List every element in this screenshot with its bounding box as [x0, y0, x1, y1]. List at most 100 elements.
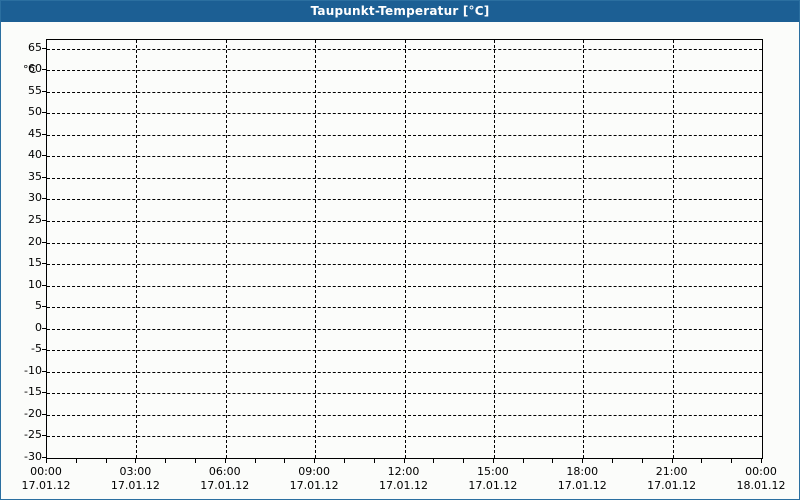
x-axis-tick-date: 17.01.12: [557, 479, 607, 492]
y-axis-tick: [42, 155, 46, 157]
x-axis-tick: [492, 458, 494, 463]
x-axis-tick: [314, 458, 316, 463]
x-axis-tick-date: 17.01.12: [379, 479, 428, 492]
x-axis-tick: [224, 458, 226, 463]
x-axis-tick: [463, 458, 465, 463]
x-axis-tick: [135, 458, 137, 463]
x-axis-tick-label: 18:00 17.01.12: [537, 465, 627, 493]
x-axis-tick-date: 18.01.12: [736, 479, 786, 492]
y-axis-tick: [42, 112, 46, 114]
x-axis-tick: [403, 458, 405, 463]
y-axis-tick: [42, 392, 46, 394]
x-axis-tick: [284, 458, 286, 463]
y-axis-tick: [42, 176, 46, 178]
x-axis-tick: [612, 458, 614, 463]
x-axis-tick: [194, 458, 196, 463]
y-axis-tick: [42, 349, 46, 351]
x-axis-tick: [433, 458, 435, 463]
x-axis-tick-time: 21:00: [655, 465, 688, 478]
x-axis-tick: [75, 458, 77, 463]
y-axis-tick: [42, 457, 46, 458]
y-axis-tick: [42, 263, 46, 265]
x-axis-tick-label: 03:00 17.01.12: [90, 465, 180, 493]
y-axis-tick-label: 25: [28, 212, 42, 226]
y-axis-tick-label: 65: [28, 40, 42, 54]
x-axis-tick-label: 09:00 17.01.12: [269, 465, 359, 493]
y-axis-tick-label: 60: [28, 62, 42, 76]
x-axis-tick: [254, 458, 256, 463]
y-axis-tick: [42, 306, 46, 308]
y-axis-tick: [42, 413, 46, 415]
x-axis-tick: [165, 458, 167, 463]
y-axis-tick-label: -30: [24, 450, 42, 463]
x-axis-tick: [46, 458, 47, 463]
y-axis-tick-label: 0: [35, 320, 42, 334]
y-axis-tick-label: 10: [28, 277, 42, 291]
y-axis-tick: [42, 198, 46, 200]
x-axis-tick-date: 17.01.12: [110, 479, 160, 492]
x-axis-tick-date: 17.01.12: [200, 479, 250, 492]
y-axis-tick-label: -10: [24, 363, 42, 377]
y-axis-unit-label: °C: [23, 63, 37, 76]
x-axis-tick: [582, 458, 584, 463]
x-axis-tick: [731, 458, 733, 463]
y-axis-tick-label: 20: [28, 234, 42, 248]
y-axis-tick: [42, 69, 46, 71]
y-axis-tick: [42, 284, 46, 286]
y-axis-tick: [42, 133, 46, 135]
plot-area: [46, 39, 763, 459]
x-axis-tick-time: 12:00: [387, 465, 420, 478]
x-axis-tick-time: 09:00: [298, 465, 330, 478]
data-series-line: [47, 40, 762, 458]
x-axis-tick: [373, 458, 375, 463]
x-axis-tick: [552, 458, 554, 463]
x-axis-tick-time: 18:00: [566, 465, 599, 478]
y-axis-tick: [42, 327, 46, 329]
y-axis-tick-label: 40: [28, 148, 42, 162]
y-axis-tick: [42, 47, 46, 49]
x-axis-tick: [671, 458, 673, 463]
y-axis-tick-label: -15: [24, 385, 42, 399]
x-axis-tick: [761, 458, 762, 463]
y-axis-tick-label: -20: [24, 406, 42, 420]
y-axis-tick: [42, 219, 46, 221]
x-axis-tick-time: 00:00: [30, 465, 62, 478]
y-axis-tick-label: -25: [24, 428, 42, 442]
y-axis-labels: 65 60 55 50 45 40 35 30 25 20 15 10 5 0 -5 -10 -15 -20 -25…: [1, 23, 42, 499]
y-axis-tick-label: 50: [28, 105, 42, 119]
x-axis-tick: [522, 458, 524, 463]
window-title-bar: Taupunkt-Temperatur [°C]: [1, 1, 799, 22]
y-axis-tick-label: -5: [31, 342, 42, 356]
y-axis-tick: [42, 370, 46, 372]
x-axis-tick: [105, 458, 107, 463]
x-axis-tick-time: 00:00: [745, 465, 777, 478]
y-axis-tick-label: 45: [28, 126, 42, 140]
chart-canvas: °C 65 60 55 50 45 40 35 30 25 20 15 10 5 0 -5 -10 -15 -20…: [1, 23, 799, 499]
x-axis-tick-date: 17.01.12: [289, 479, 339, 492]
x-axis-tick: [343, 458, 345, 463]
x-axis-tick-label: 12:00 17.01.12: [359, 465, 449, 493]
x-axis-tick: [701, 458, 703, 463]
x-axis-tick-label: 00:00 18.01.12: [716, 465, 799, 493]
x-axis-tick-time: 15:00: [477, 465, 509, 478]
x-axis-tick-time: 03:00: [119, 465, 152, 478]
x-axis-tick-label: 06:00 17.01.12: [180, 465, 270, 493]
y-axis-tick: [42, 435, 46, 437]
y-axis-tick-label: 30: [28, 191, 42, 205]
x-axis-tick-date: 17.01.12: [647, 479, 697, 492]
y-axis-tick-label: 35: [28, 169, 42, 183]
x-axis-tick-date: 17.01.12: [21, 479, 71, 492]
page-title: Taupunkt-Temperatur [°C]: [310, 4, 490, 18]
x-axis-tick: [641, 458, 643, 463]
y-axis-tick-label: 15: [28, 256, 42, 270]
y-axis-tick-label: 55: [28, 83, 42, 97]
x-axis-tick-date: 17.01.12: [468, 479, 518, 492]
x-axis-tick-label: 00:00 17.01.12: [1, 465, 91, 493]
x-axis-tick-time: 06:00: [208, 465, 241, 478]
y-axis-tick: [42, 90, 46, 92]
x-axis-tick-label: 21:00 17.01.12: [627, 465, 717, 493]
y-axis-tick: [42, 241, 46, 243]
y-axis-tick-label: 5: [35, 299, 42, 313]
x-axis-tick-label: 15:00 17.01.12: [448, 465, 538, 493]
